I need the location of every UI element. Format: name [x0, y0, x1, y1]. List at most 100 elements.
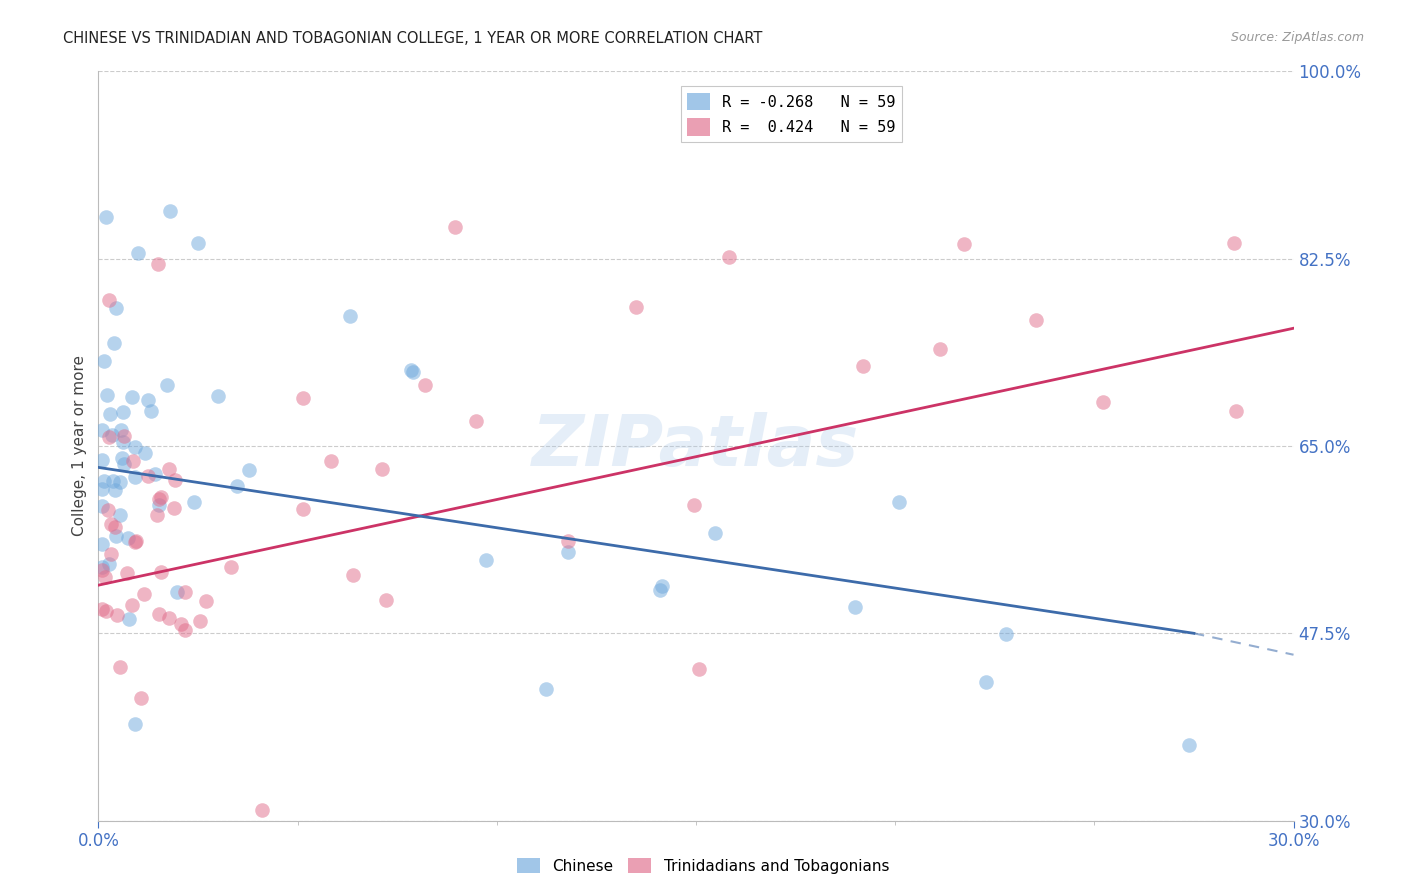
Point	[413, 377, 436, 392]
Point	[136, 468, 159, 483]
Point	[108, 475, 131, 490]
Point	[91, 499, 114, 513]
Point	[443, 220, 465, 235]
Point	[97, 503, 120, 517]
Point	[121, 598, 143, 612]
Point	[108, 508, 131, 522]
Point	[117, 566, 139, 580]
Point	[124, 535, 146, 549]
Point	[221, 559, 243, 574]
Point	[143, 467, 166, 481]
Point	[688, 662, 710, 676]
Point	[91, 563, 114, 577]
Point	[226, 478, 249, 492]
Point	[146, 508, 169, 522]
Point	[339, 309, 361, 323]
Point	[889, 494, 911, 508]
Point	[110, 423, 132, 437]
Point	[136, 392, 159, 407]
Point	[1225, 404, 1247, 418]
Point	[371, 461, 394, 475]
Point	[91, 452, 114, 467]
Point	[291, 501, 314, 516]
Point	[91, 424, 114, 438]
Point	[114, 457, 136, 471]
Point	[238, 463, 260, 477]
Point	[104, 520, 127, 534]
Point	[1025, 313, 1047, 327]
Point	[464, 414, 486, 428]
Point	[104, 528, 127, 542]
Point	[139, 404, 162, 418]
Point	[157, 462, 180, 476]
Point	[148, 607, 170, 621]
Text: CHINESE VS TRINIDADIAN AND TOBAGONIAN COLLEGE, 1 YEAR OR MORE CORRELATION CHART: CHINESE VS TRINIDADIAN AND TOBAGONIAN CO…	[63, 31, 762, 46]
Point	[536, 681, 558, 696]
Point	[166, 584, 188, 599]
Point	[101, 428, 124, 442]
Point	[91, 483, 114, 497]
Point	[207, 389, 229, 403]
Point	[953, 236, 976, 251]
Point	[103, 335, 125, 350]
Point	[704, 526, 727, 541]
Point	[96, 388, 118, 402]
Point	[104, 483, 127, 498]
Point	[626, 300, 648, 314]
Point	[124, 440, 146, 454]
Point	[651, 578, 673, 592]
Point	[112, 428, 135, 442]
Point	[252, 803, 274, 817]
Point	[91, 537, 114, 551]
Point	[159, 203, 181, 218]
Point	[111, 450, 134, 465]
Point	[100, 516, 122, 531]
Point	[557, 533, 579, 548]
Point	[928, 342, 950, 356]
Point	[974, 675, 997, 690]
Point	[100, 547, 122, 561]
Point	[93, 474, 115, 488]
Point	[91, 602, 114, 616]
Point	[98, 293, 121, 307]
Point	[187, 235, 209, 250]
Point	[127, 246, 149, 260]
Point	[105, 608, 128, 623]
Point	[648, 582, 671, 597]
Point	[118, 612, 141, 626]
Point	[183, 495, 205, 509]
Text: ZIPatlas: ZIPatlas	[533, 411, 859, 481]
Point	[375, 593, 398, 607]
Point	[163, 473, 186, 487]
Point	[124, 717, 146, 731]
Point	[112, 434, 135, 449]
Point	[399, 363, 422, 377]
Point	[108, 660, 131, 674]
Point	[112, 405, 135, 419]
Point	[174, 624, 197, 638]
Point	[117, 532, 139, 546]
Point	[93, 353, 115, 368]
Point	[157, 611, 180, 625]
Point	[125, 533, 148, 548]
Point	[844, 600, 866, 615]
Text: Source: ZipAtlas.com: Source: ZipAtlas.com	[1230, 31, 1364, 45]
Point	[717, 250, 740, 264]
Point	[150, 490, 173, 504]
Point	[474, 553, 496, 567]
Point	[995, 626, 1018, 640]
Point	[132, 587, 155, 601]
Point	[342, 567, 364, 582]
Point	[97, 430, 120, 444]
Point	[93, 569, 115, 583]
Point	[129, 691, 152, 706]
Point	[682, 498, 704, 512]
Point	[98, 407, 121, 421]
Point	[104, 301, 127, 316]
Point	[98, 557, 121, 571]
Y-axis label: College, 1 year or more: College, 1 year or more	[72, 356, 87, 536]
Point	[156, 377, 179, 392]
Point	[124, 469, 146, 483]
Point	[150, 565, 173, 579]
Point	[195, 594, 218, 608]
